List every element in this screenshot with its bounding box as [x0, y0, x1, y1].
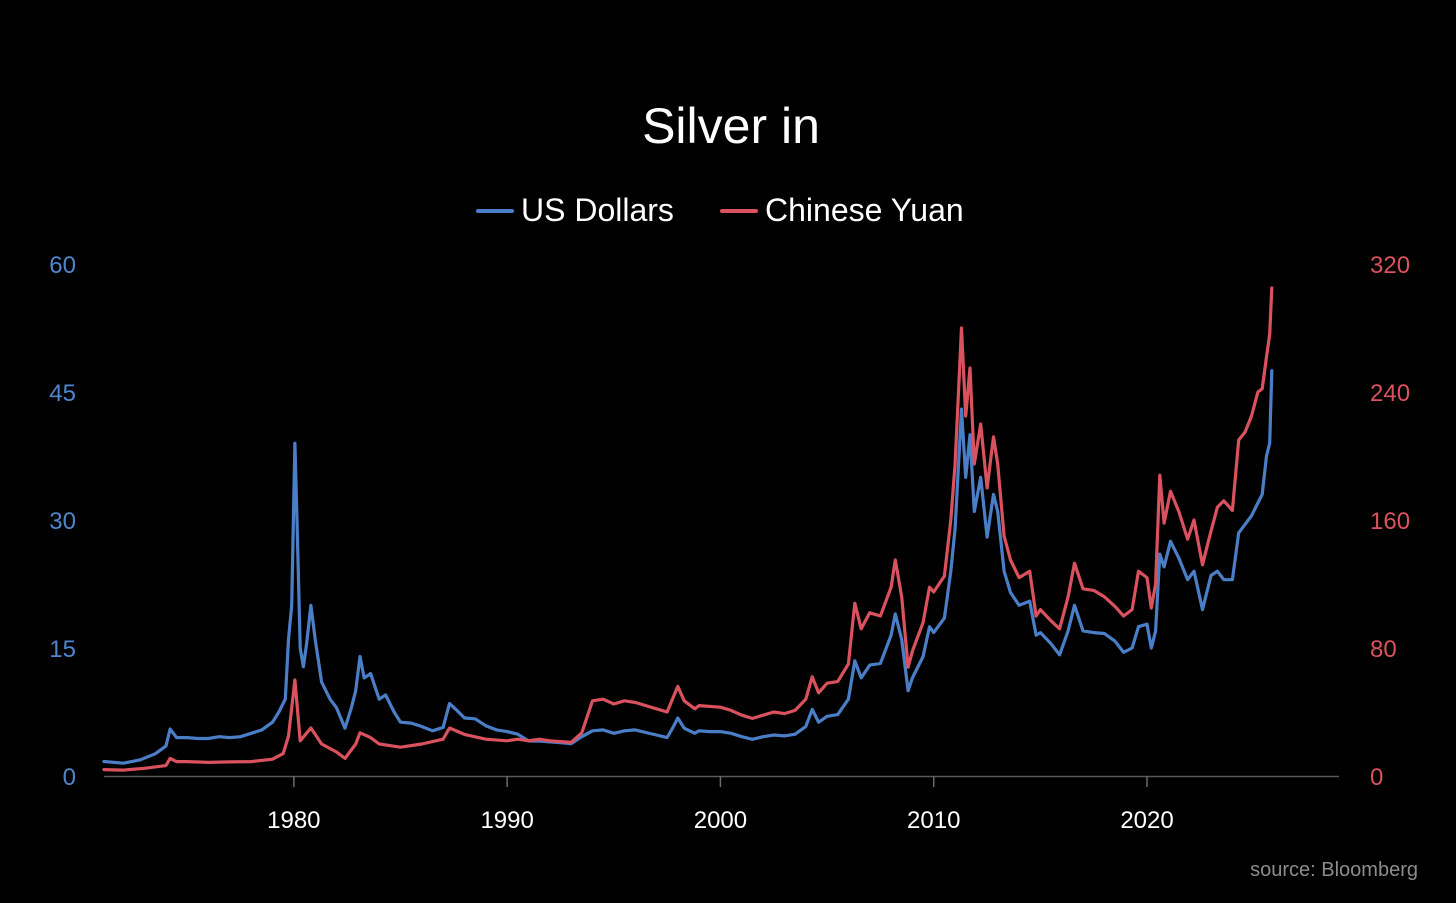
y-axis-right: 0 80 160 240 320 — [1370, 252, 1410, 791]
legend-label-chinese-yuan: Chinese Yuan — [765, 192, 964, 228]
y-left-tick-label: 45 — [49, 380, 76, 407]
chart-legend: US Dollars Chinese Yuan — [476, 192, 964, 228]
chart-title: Silver in — [642, 98, 820, 154]
x-tick-label: 1990 — [480, 807, 533, 834]
series-line-us-dollars — [102, 369, 1274, 765]
y-left-tick-label: 30 — [49, 508, 76, 535]
y-left-tick-label: 0 — [63, 764, 76, 791]
y-left-tick-label: 60 — [49, 252, 76, 279]
series-lines — [102, 286, 1274, 772]
x-tick-label: 2000 — [694, 807, 747, 834]
y-right-tick-label: 240 — [1370, 380, 1410, 407]
x-axis: 1980 1990 2000 2010 2020 — [104, 775, 1339, 834]
x-tick-label: 2010 — [907, 807, 960, 834]
source-label: source: Bloomberg — [1250, 859, 1418, 881]
y-left-tick-label: 15 — [49, 636, 76, 663]
y-right-tick-label: 80 — [1370, 636, 1397, 663]
x-tick-label: 1980 — [267, 807, 320, 834]
series-line-chinese-yuan — [102, 286, 1274, 772]
legend-label-us-dollars: US Dollars — [521, 192, 674, 228]
y-right-tick-label: 320 — [1370, 252, 1410, 279]
y-right-tick-label: 0 — [1370, 764, 1383, 791]
y-axis-left: 0 15 30 45 60 — [49, 252, 76, 791]
x-tick-label: 2020 — [1120, 807, 1173, 834]
y-right-tick-label: 160 — [1370, 508, 1410, 535]
